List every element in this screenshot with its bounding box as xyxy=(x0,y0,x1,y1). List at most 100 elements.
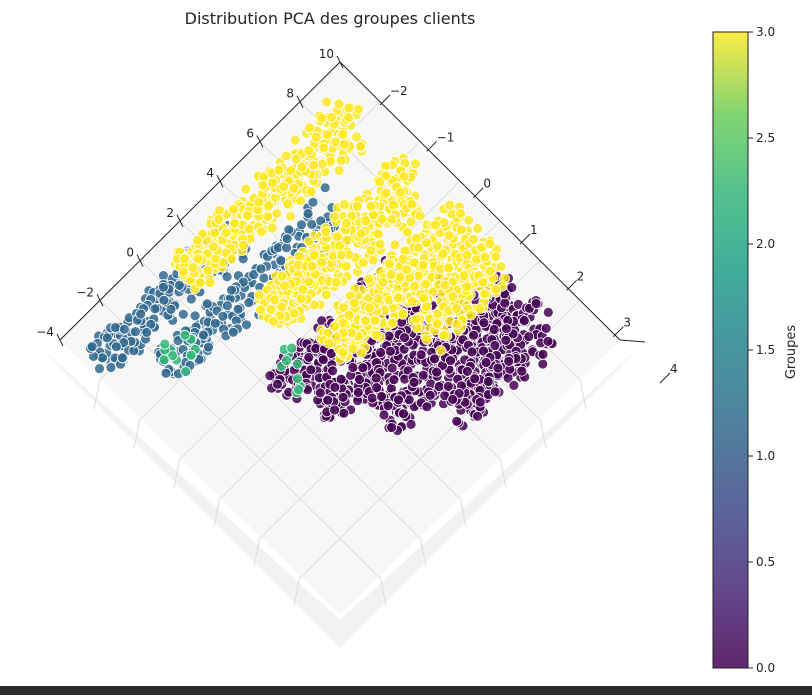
data-point xyxy=(179,253,190,265)
colorbar-tick-label: 2.0 xyxy=(756,237,775,251)
data-point xyxy=(202,264,214,276)
data-point xyxy=(243,223,255,235)
data-point xyxy=(207,241,219,253)
data-point xyxy=(297,283,309,295)
data-point xyxy=(540,322,552,334)
data-point xyxy=(356,347,367,359)
data-point xyxy=(401,264,413,276)
data-point xyxy=(227,326,239,338)
data-point xyxy=(296,161,308,173)
data-point xyxy=(330,276,342,288)
data-point xyxy=(474,396,486,408)
axis-a-tick-label: 10 xyxy=(319,47,334,61)
data-point xyxy=(286,342,298,354)
data-point xyxy=(506,282,518,293)
axis-a-ticks: −4 −2 0 2 4 6 8 10 xyxy=(36,47,344,347)
data-point xyxy=(240,183,252,195)
data-point xyxy=(413,270,425,282)
series-group-2 xyxy=(158,329,306,399)
data-point xyxy=(398,170,410,182)
series-group-3 xyxy=(170,96,510,365)
data-point xyxy=(388,374,400,386)
data-point xyxy=(474,303,486,314)
colorbar-ticks: 0.0 0.5 1.0 1.5 2.0 2.5 3.0 xyxy=(748,25,775,675)
data-point xyxy=(360,215,372,227)
data-point xyxy=(264,370,276,382)
data-point xyxy=(178,266,190,278)
data-point xyxy=(542,306,554,318)
data-point xyxy=(323,337,335,349)
data-point xyxy=(316,112,328,124)
data-point xyxy=(375,347,387,358)
data-point xyxy=(101,332,113,344)
data-point xyxy=(376,391,388,402)
data-point xyxy=(347,362,359,373)
data-point xyxy=(378,409,390,421)
data-point xyxy=(293,250,305,262)
data-point xyxy=(371,382,383,394)
data-point xyxy=(469,373,481,385)
data-point xyxy=(135,308,147,320)
data-point xyxy=(330,331,342,343)
data-point xyxy=(461,365,473,377)
data-point xyxy=(337,391,349,403)
data-point xyxy=(341,234,353,246)
data-point xyxy=(438,329,450,341)
data-point xyxy=(141,326,153,338)
data-point xyxy=(226,253,238,265)
data-point xyxy=(335,155,347,166)
data-point xyxy=(221,271,233,283)
data-point xyxy=(489,340,501,351)
axis-b-tick-label: 0 xyxy=(483,177,491,191)
data-point xyxy=(185,293,197,305)
data-point xyxy=(303,145,315,157)
data-point xyxy=(353,103,365,115)
data-point xyxy=(380,187,392,199)
data-point xyxy=(202,341,214,353)
data-point xyxy=(306,260,318,272)
data-point xyxy=(447,291,459,302)
data-point xyxy=(343,111,355,123)
data-point xyxy=(338,407,350,419)
data-point xyxy=(232,303,244,315)
data-point xyxy=(159,338,171,350)
data-point xyxy=(365,200,377,212)
data-point xyxy=(185,349,197,361)
axis-a-tick-label: 4 xyxy=(206,166,214,180)
data-point xyxy=(295,195,307,207)
data-point xyxy=(393,394,404,406)
data-point xyxy=(352,387,364,398)
data-point xyxy=(267,315,279,327)
axis-b-tick-label: −2 xyxy=(390,84,408,98)
data-point xyxy=(435,345,447,356)
data-point xyxy=(272,378,283,390)
data-point xyxy=(405,418,417,430)
data-point xyxy=(377,276,389,288)
data-point xyxy=(490,251,502,263)
axis-b-tick-label: 1 xyxy=(530,223,538,237)
data-point xyxy=(285,165,297,177)
data-point xyxy=(461,249,473,261)
data-point xyxy=(451,303,463,314)
data-point xyxy=(263,200,275,212)
data-point xyxy=(217,310,229,322)
data-point xyxy=(343,309,355,321)
data-point xyxy=(322,394,334,406)
axis-a-tick xyxy=(136,254,144,267)
axis-b-tick xyxy=(519,233,531,245)
data-point xyxy=(337,128,349,140)
data-point xyxy=(228,203,239,215)
data-point xyxy=(394,271,406,283)
axis-b-tick-label: 3 xyxy=(623,316,631,330)
data-point xyxy=(317,354,329,366)
axis-b-tick-label: −1 xyxy=(437,130,455,144)
data-point xyxy=(374,176,386,188)
data-point xyxy=(307,196,319,208)
data-point xyxy=(308,159,319,171)
data-point xyxy=(295,293,307,305)
data-point xyxy=(337,302,349,313)
data-point xyxy=(349,297,361,309)
data-point xyxy=(466,346,478,358)
data-point xyxy=(417,369,429,381)
